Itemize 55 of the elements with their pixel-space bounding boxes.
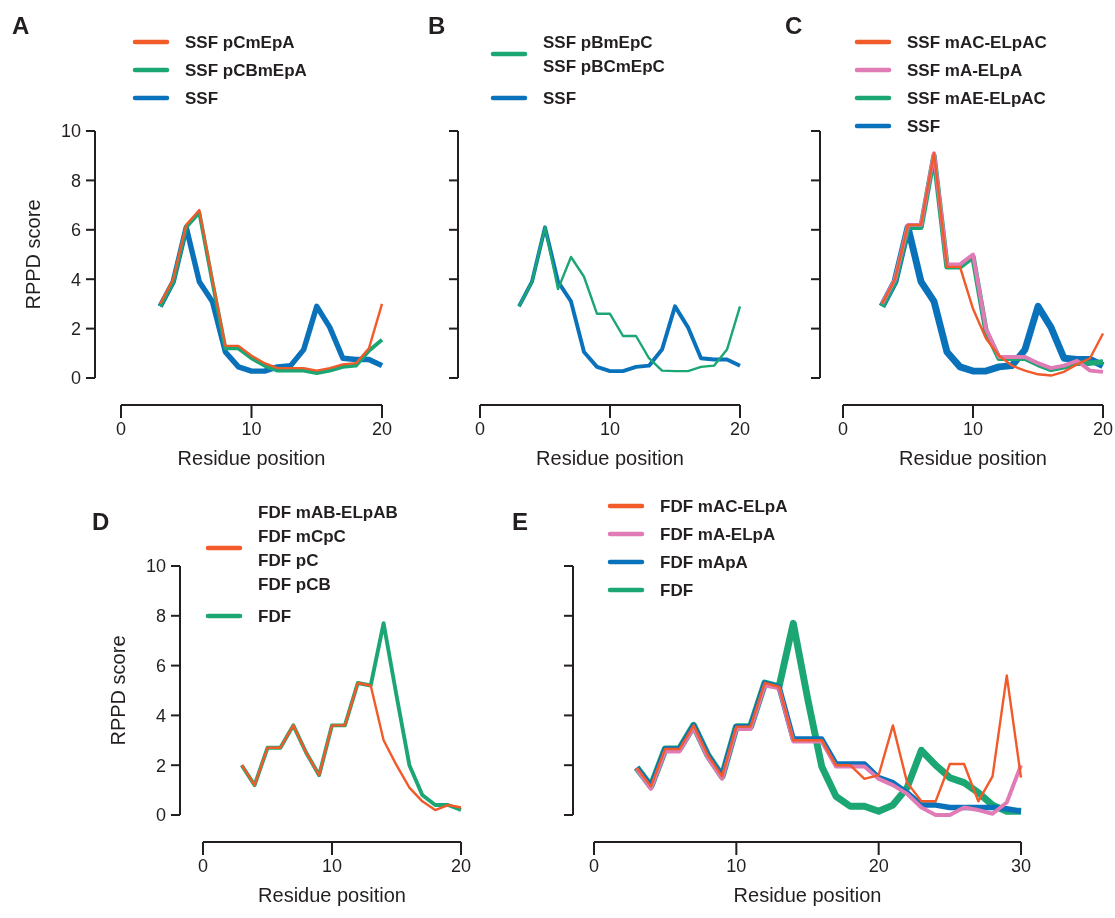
x-tick-label: 10 xyxy=(241,419,262,439)
chart-title: C xyxy=(785,12,803,39)
y-tick-label: 8 xyxy=(155,606,166,627)
y-tick-label: 4 xyxy=(155,705,166,726)
legend-label: SSF pCmEpA xyxy=(185,32,295,52)
x-axis-title: Residue position xyxy=(733,884,882,906)
legend-label: FDF mAC-ELpA xyxy=(660,496,788,516)
legend-label: FDF mAB-ELpAB FDF mCpC FDF pC FDF pCB xyxy=(258,502,398,594)
y-axis-title: RPPD score xyxy=(107,635,129,746)
legend-label: SSF mAE-ELpAC xyxy=(907,88,1046,108)
legend-label: FDF mA-ELpA xyxy=(660,524,776,544)
legend-label: SSF pBmEpC SSF pBCmEpC xyxy=(543,32,665,76)
y-tick-label: 0 xyxy=(70,368,81,389)
x-tick-label: 0 xyxy=(197,856,209,876)
y-tick-label: 4 xyxy=(70,269,81,290)
x-tick-label: 20 xyxy=(729,419,751,439)
x-tick-label: 0 xyxy=(837,419,849,439)
x-tick-label: 30 xyxy=(1010,856,1032,876)
x-tick-label: 20 xyxy=(868,856,889,876)
legend-label: FDF mApA xyxy=(660,552,748,572)
x-tick-label: 20 xyxy=(371,419,393,439)
legend-label: SSF mAC-ELpAC xyxy=(907,32,1047,52)
y-tick-label: 10 xyxy=(145,556,166,577)
y-tick-label: 10 xyxy=(60,121,81,142)
x-axis-title: Residue position xyxy=(899,447,1047,469)
y-tick-label: 6 xyxy=(70,220,81,241)
x-tick-label: 20 xyxy=(1092,419,1114,439)
x-tick-label: 10 xyxy=(962,419,984,439)
chart-title: D xyxy=(92,508,110,535)
y-axis-title: RPPD score xyxy=(22,199,44,310)
x-tick-label: 10 xyxy=(321,856,343,876)
y-tick-label: 6 xyxy=(155,655,166,676)
x-tick-label: 0 xyxy=(474,419,486,439)
x-tick-label: 20 xyxy=(450,856,472,876)
legend-label: SSF mA-ELpA xyxy=(907,60,1023,80)
legend-label: SSF pCBmEpA xyxy=(185,60,307,80)
chart-title: A xyxy=(12,12,30,39)
legend-label: FDF xyxy=(660,580,694,600)
y-tick-label: 0 xyxy=(155,805,166,826)
legend-label: FDF xyxy=(258,606,292,626)
legend-label: SSF xyxy=(543,88,577,108)
y-tick-label: 2 xyxy=(155,755,166,776)
legend-label: SSF xyxy=(185,88,219,108)
legend-label: SSF xyxy=(907,116,941,136)
x-tick-label: 10 xyxy=(726,856,747,876)
x-tick-label: 10 xyxy=(599,419,621,439)
x-axis-title: Residue position xyxy=(258,884,406,906)
x-axis-title: Residue position xyxy=(177,447,326,469)
y-tick-label: 2 xyxy=(70,318,81,339)
x-tick-label: 0 xyxy=(115,419,127,439)
chart-title: B xyxy=(428,12,446,39)
x-tick-label: 0 xyxy=(588,856,600,876)
y-tick-label: 8 xyxy=(70,170,81,191)
chart-title: E xyxy=(512,508,529,535)
x-axis-title: Residue position xyxy=(536,447,684,469)
